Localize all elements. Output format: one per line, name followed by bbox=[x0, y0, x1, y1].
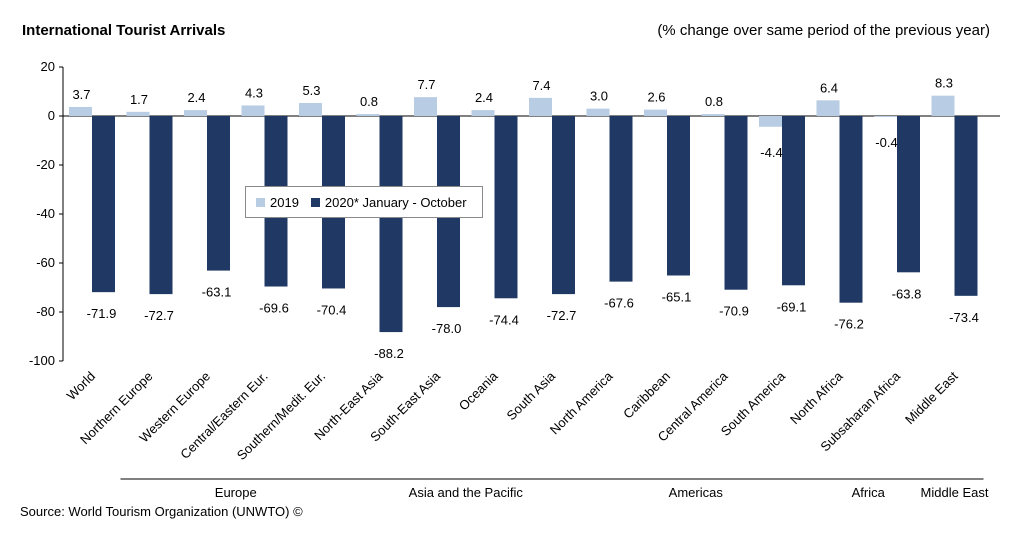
bar-2019 bbox=[299, 103, 322, 116]
chart-title: International Tourist Arrivals bbox=[22, 22, 226, 39]
data-label-2020: -73.4 bbox=[949, 310, 979, 325]
bar-2019 bbox=[644, 109, 667, 116]
group-labels: Europe Asia and the Pacific Americas Africa… bbox=[120, 478, 989, 500]
bar-2020 bbox=[379, 116, 403, 333]
bar-2019 bbox=[816, 100, 840, 116]
bar-2019 bbox=[931, 95, 955, 116]
data-label-2019: 1.7 bbox=[130, 92, 148, 107]
bar-2019 bbox=[126, 111, 150, 116]
bar-2019 bbox=[471, 110, 495, 116]
group-label: Americas bbox=[669, 485, 724, 500]
legend-swatch-2019 bbox=[256, 197, 265, 207]
category-label: Oceania bbox=[456, 368, 501, 413]
bar-2020 bbox=[954, 116, 978, 296]
bar-2020 bbox=[552, 116, 575, 295]
bar-2020 bbox=[897, 116, 920, 273]
data-label-2019: 2.4 bbox=[475, 90, 493, 105]
data-label-2020: -69.6 bbox=[259, 301, 289, 316]
group-label: Europe bbox=[215, 485, 257, 500]
data-label-2019: -4.4 bbox=[760, 145, 782, 160]
category-label: World bbox=[64, 369, 98, 403]
bar-2019 bbox=[69, 106, 92, 116]
y-tick-label: 0 bbox=[48, 108, 55, 123]
y-tick-label: -80 bbox=[36, 304, 55, 319]
data-label-2019: 8.3 bbox=[935, 76, 953, 91]
legend-label-2019: 2019 bbox=[270, 194, 299, 210]
data-label-2019: 3.0 bbox=[590, 89, 608, 104]
y-tick-label: -60 bbox=[36, 255, 55, 270]
bar-2020 bbox=[724, 116, 748, 290]
bar-2019 bbox=[184, 110, 207, 116]
data-label-2019: 7.4 bbox=[532, 78, 550, 93]
data-label-2019: 3.7 bbox=[72, 87, 90, 102]
bar-2019 bbox=[356, 114, 380, 116]
legend-item-2019: 2019 bbox=[256, 195, 299, 210]
data-label-2020: -76.2 bbox=[834, 317, 864, 332]
bar-2020 bbox=[782, 116, 805, 286]
bar-2019 bbox=[759, 116, 782, 127]
data-label-2019: 7.7 bbox=[417, 77, 435, 92]
data-labels: 3.7 -71.9 1.7 -72.7 2.4 -63.1 4.3 -69.6 5.3 -70.4… bbox=[72, 76, 978, 361]
group-label: Africa bbox=[852, 485, 886, 500]
category-label: South Asia bbox=[504, 368, 559, 423]
data-label-2020: -72.7 bbox=[144, 308, 174, 323]
legend-label-2020: 2020* January - October bbox=[324, 194, 467, 210]
legend: 2019 2020* January - October bbox=[245, 186, 483, 218]
bar-2020 bbox=[149, 116, 173, 295]
y-tick-label: 20 bbox=[41, 59, 55, 74]
category-label: North Africa bbox=[787, 368, 846, 427]
bar-2020 bbox=[207, 116, 230, 271]
bar-2019 bbox=[586, 108, 610, 116]
bar-2020 bbox=[839, 116, 863, 303]
data-label-2020: -67.6 bbox=[604, 296, 634, 311]
data-label-2019: 2.6 bbox=[647, 90, 665, 105]
data-label-2020: -78.0 bbox=[432, 321, 462, 336]
data-label-2020: -70.9 bbox=[719, 304, 749, 319]
bar-2020 bbox=[92, 116, 115, 293]
chart-subtitle: (% change over same period of the previo… bbox=[657, 22, 990, 39]
data-label-2019: 2.4 bbox=[187, 90, 205, 105]
data-label-2019: 6.4 bbox=[820, 80, 838, 95]
bar-2019 bbox=[241, 105, 265, 116]
data-label-2020: -72.7 bbox=[547, 308, 577, 323]
data-label-2020: -63.1 bbox=[202, 285, 232, 300]
data-label-2019: 5.3 bbox=[302, 83, 320, 98]
data-label-2020: -63.8 bbox=[892, 286, 922, 301]
y-tick-label: -20 bbox=[36, 157, 55, 172]
data-label-2020: -69.1 bbox=[777, 299, 807, 314]
bar-2020 bbox=[667, 116, 690, 276]
data-label-2020: -88.2 bbox=[374, 346, 404, 361]
bar-2019 bbox=[874, 116, 897, 117]
data-label-2020: -74.4 bbox=[489, 312, 519, 327]
source-note: Source: World Tourism Organization (UNWT… bbox=[20, 504, 303, 519]
y-tick-label: -40 bbox=[36, 206, 55, 221]
category-label: Middle East bbox=[902, 368, 961, 427]
y-tick-label: -100 bbox=[29, 353, 55, 368]
data-label-2019: 4.3 bbox=[245, 85, 263, 100]
bar-2019 bbox=[529, 97, 552, 116]
data-label-2020: -65.1 bbox=[662, 289, 692, 304]
legend-item-2020: 2020* January - October bbox=[310, 194, 467, 210]
bar-2020 bbox=[609, 116, 633, 282]
bar-2019 bbox=[414, 97, 437, 116]
data-label-2019: 0.8 bbox=[705, 94, 723, 109]
legend-swatch-2020 bbox=[310, 197, 320, 207]
group-label: Middle East bbox=[921, 485, 989, 500]
data-label-2020: -70.4 bbox=[317, 302, 347, 317]
category-label: Caribbean bbox=[620, 369, 673, 422]
bar-2019 bbox=[701, 114, 725, 116]
data-label-2020: -71.9 bbox=[87, 306, 117, 321]
data-label-2019: 0.8 bbox=[360, 94, 378, 109]
data-label-2019: -0.4 bbox=[875, 135, 897, 150]
bar-2020 bbox=[494, 116, 518, 299]
group-label: Asia and the Pacific bbox=[409, 485, 524, 500]
